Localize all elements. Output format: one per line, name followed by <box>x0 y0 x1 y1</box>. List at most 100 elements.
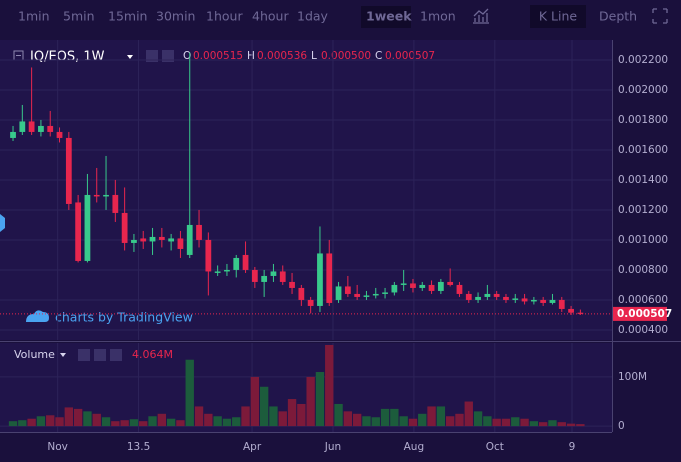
symbol[interactable]: IQ/EOS, 1W <box>30 50 105 65</box>
y-tick-label: 0 <box>618 420 625 432</box>
volume-bar <box>538 422 548 427</box>
settings-icon[interactable] <box>94 349 106 361</box>
symbol-caret <box>127 55 133 59</box>
candle-body <box>233 257 240 270</box>
candle-body <box>307 299 314 306</box>
volume-bar <box>278 411 287 427</box>
candle-body <box>279 271 286 282</box>
volume-bar <box>27 418 36 427</box>
volume-bar <box>520 418 529 427</box>
volume-bar <box>139 421 148 427</box>
volume-bar <box>73 408 83 427</box>
candle-body <box>177 238 184 249</box>
candle-body <box>326 253 333 303</box>
candle-body <box>493 293 500 297</box>
candle-body <box>140 238 147 242</box>
last-price-box <box>613 306 667 321</box>
candle-body <box>251 269 258 282</box>
volume-bar <box>362 416 371 427</box>
candle-body <box>19 121 26 132</box>
candle-body <box>549 299 556 303</box>
candle-body <box>47 125 54 132</box>
ohlc-key: H <box>247 50 255 62</box>
close-icon[interactable] <box>162 50 174 62</box>
volume-bar <box>408 418 418 427</box>
fullscreen-icon[interactable] <box>652 8 668 24</box>
volume-bar <box>222 418 232 427</box>
ohlc-key: O <box>183 50 191 62</box>
interval-button[interactable]: 5min <box>63 9 95 24</box>
volume-bar <box>315 372 325 427</box>
volume-bar <box>64 407 74 427</box>
candle-body <box>382 292 388 294</box>
view-active-bg <box>530 5 586 28</box>
interval-button[interactable]: 1hour <box>206 9 243 24</box>
candle-body <box>540 299 547 303</box>
interval-button[interactable]: 1mon <box>420 9 456 24</box>
volume-bar <box>576 424 585 427</box>
candle-body <box>242 254 249 270</box>
y-tick-label: 0.000400 <box>618 324 668 336</box>
candle-body <box>447 281 454 285</box>
volume-bar <box>213 416 222 427</box>
indicator-icon[interactable] <box>473 8 489 24</box>
volume-bar <box>473 411 483 427</box>
candle-body <box>131 239 137 243</box>
view-button[interactable]: Depth <box>599 9 637 24</box>
settings-icon[interactable] <box>146 50 158 62</box>
volume-bar <box>129 419 139 427</box>
volume-bar <box>166 418 176 427</box>
volume-bar <box>343 411 353 427</box>
view-button[interactable]: K Line <box>539 9 578 24</box>
candle-body <box>344 286 351 294</box>
close-icon[interactable] <box>110 349 122 361</box>
interval-button[interactable]: 1day <box>297 9 329 24</box>
volume-caret <box>60 353 66 357</box>
volume-title[interactable]: Volume <box>14 348 55 361</box>
interval-button[interactable]: 1week <box>366 9 412 24</box>
volume-bar <box>483 416 492 427</box>
candle-body <box>214 271 221 273</box>
candle-body <box>84 194 91 261</box>
volume-bar <box>46 415 55 427</box>
volume-bar <box>566 423 576 427</box>
brand-link[interactable]: charts by TradingView <box>55 310 193 325</box>
candle-body <box>400 283 407 285</box>
ohlc-value: 0.000507 <box>385 50 435 62</box>
side-handle[interactable] <box>0 214 5 232</box>
volume-bar <box>18 420 27 427</box>
interval-button[interactable]: 1min <box>18 9 50 24</box>
volume-bar <box>445 416 455 427</box>
y-tick-label: 0.000800 <box>618 264 668 276</box>
candle-body <box>428 284 435 291</box>
candle-body <box>158 236 165 240</box>
volume-bar <box>176 420 185 427</box>
ohlc-key: L <box>311 50 317 62</box>
volume-bar <box>120 420 129 427</box>
candle-body <box>298 287 305 300</box>
volume-bar <box>111 421 120 427</box>
volume-bar <box>371 417 380 427</box>
candle-body <box>121 212 128 243</box>
volume-bar <box>101 417 111 427</box>
volume-bar <box>185 359 194 427</box>
volume-bar <box>501 418 511 427</box>
candle-body <box>103 194 109 197</box>
tradingview-logo <box>26 310 49 322</box>
volume-bar <box>511 417 520 427</box>
eye-icon[interactable] <box>78 349 90 361</box>
candle-body <box>410 283 416 288</box>
volume-bar <box>92 413 101 427</box>
volume-bar <box>287 399 297 427</box>
interval-button[interactable]: 15min <box>108 9 147 24</box>
interval-button[interactable]: 30min <box>156 9 195 24</box>
volume-pane <box>0 343 612 432</box>
volume-bar <box>325 344 334 427</box>
volume-bar <box>204 413 213 427</box>
volume-bar <box>250 376 260 427</box>
interval-button[interactable]: 4hour <box>252 9 289 24</box>
candle-body <box>186 224 193 255</box>
price-pane <box>0 40 612 340</box>
y-tick-label: 0.002000 <box>618 84 668 96</box>
candle-body <box>503 296 509 300</box>
